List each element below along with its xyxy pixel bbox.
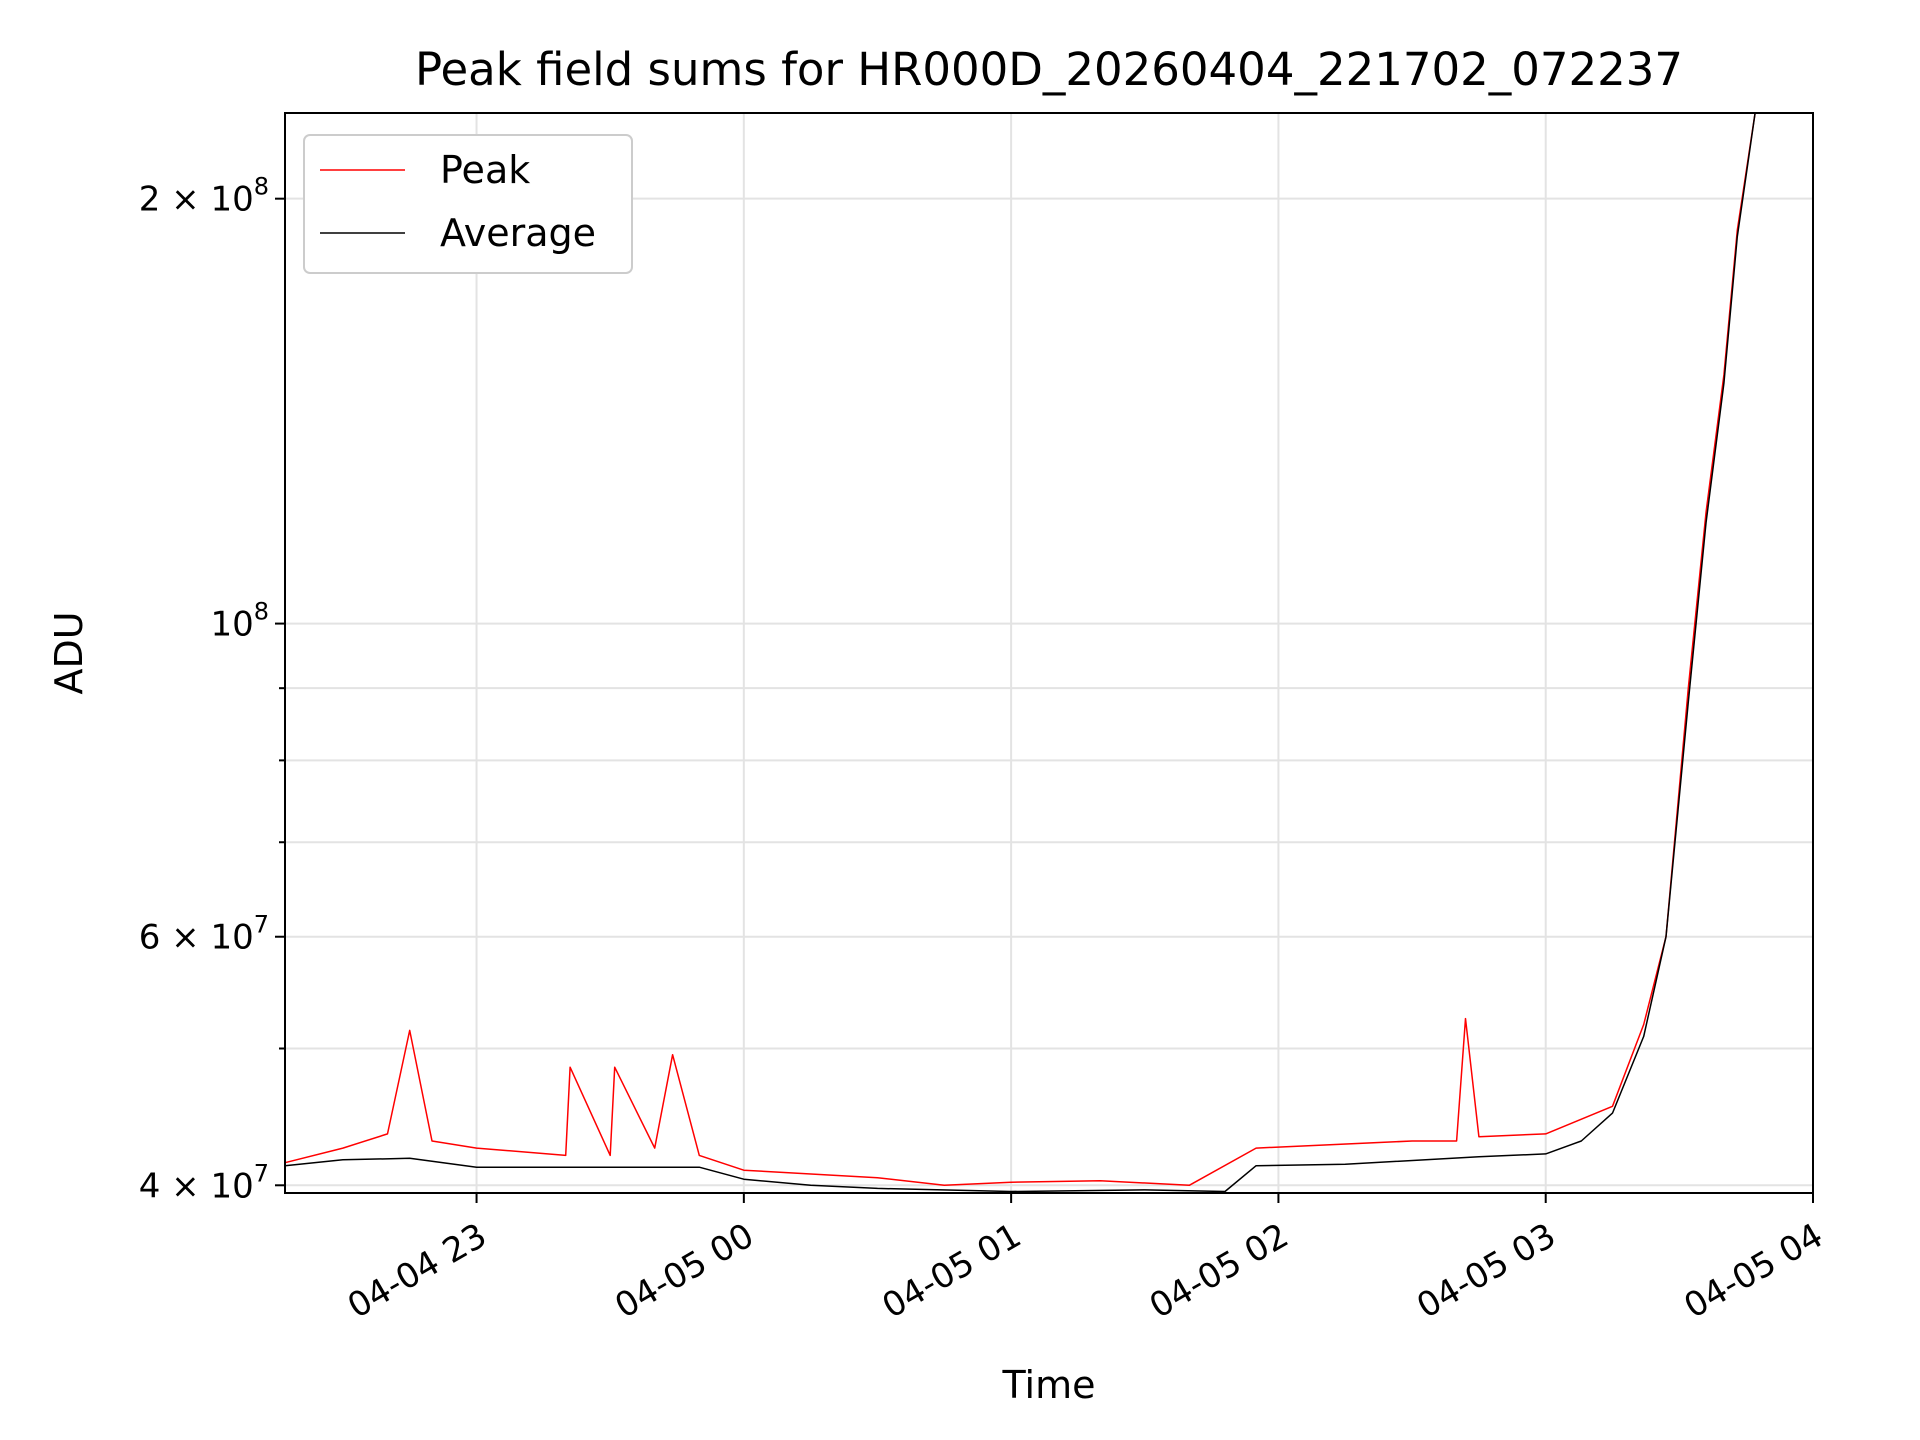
series-line-average: [284, 112, 1756, 1193]
y-axis-label: ADU: [47, 611, 91, 694]
legend: Peak Average: [303, 134, 633, 274]
y-tick-label: 6 × 107: [139, 911, 269, 958]
chart-title: Peak field sums for HR000D_20260404_2217…: [415, 43, 1683, 96]
y-tick-label: 4 × 107: [139, 1159, 269, 1206]
series-line-peak: [284, 112, 1756, 1187]
y-tick-label: 108: [210, 598, 269, 645]
y-tick-label: 2 × 108: [139, 173, 269, 220]
x-axis-label: Time: [1002, 1363, 1096, 1407]
legend-label-peak: Peak: [440, 148, 530, 192]
series-layer: [284, 112, 1756, 1193]
plot-frame: [284, 112, 1814, 1194]
legend-label-average: Average: [440, 211, 596, 255]
